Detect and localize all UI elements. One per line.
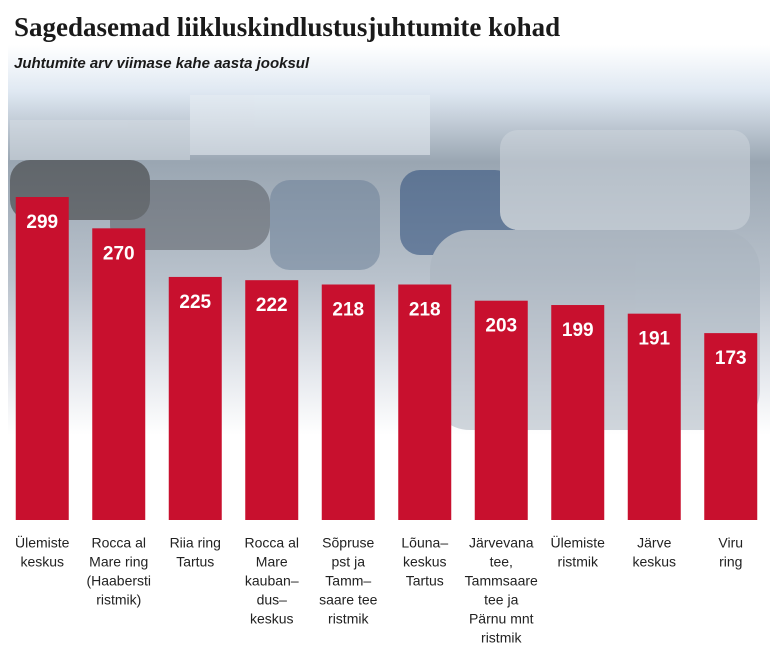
bar — [321, 284, 375, 520]
x-tick-label: Järvevana — [469, 535, 534, 551]
x-tick-label: keskus — [20, 554, 64, 570]
x-tick-label: Tammsaare — [465, 573, 538, 589]
value-label: 225 — [179, 292, 211, 313]
x-tick-label: Mare — [256, 554, 288, 570]
x-tick-label: tee ja — [484, 592, 518, 608]
bar — [15, 197, 69, 520]
photo-shapes — [10, 95, 760, 430]
x-tick-label: ristmik — [481, 630, 522, 646]
x-tick-label: ring — [719, 554, 742, 570]
x-tick-label: Ülemiste — [15, 534, 70, 551]
x-tick-label: kauban– — [245, 573, 299, 589]
bar — [704, 333, 758, 520]
x-tick-label: Järve — [637, 535, 671, 551]
x-tick-label: Mare ring — [89, 554, 148, 570]
x-tick-label: Lõuna– — [401, 535, 448, 551]
x-tick-label: Rocca al — [245, 535, 299, 551]
x-tick-label: keskus — [632, 554, 676, 570]
x-tick-label: Tartus — [406, 573, 444, 589]
value-label: 218 — [332, 300, 364, 321]
x-tick-label: Viru — [718, 535, 743, 551]
x-tick-label: keskus — [250, 611, 294, 627]
x-tick-label: keskus — [403, 554, 447, 570]
x-tick-label: pst ja — [332, 554, 366, 570]
value-label: 173 — [715, 348, 747, 369]
x-tick-label: ristmik) — [96, 592, 141, 608]
bar — [245, 280, 299, 520]
bar — [398, 284, 452, 520]
x-tick-label: Sõpruse — [322, 535, 374, 551]
bar — [551, 305, 605, 520]
chart-subtitle: Juhtumite arv viimase kahe aasta jooksul — [14, 55, 310, 72]
value-label: 222 — [256, 295, 288, 316]
x-tick-label: Ülemiste — [551, 534, 606, 551]
value-label: 191 — [638, 329, 670, 350]
bar — [92, 228, 146, 520]
x-tick-label: Riia ring — [170, 535, 221, 551]
bar — [627, 313, 681, 520]
x-tick-label: ristmik — [328, 611, 369, 627]
value-label: 203 — [485, 316, 517, 337]
value-label: 199 — [562, 320, 594, 341]
bar — [474, 300, 528, 520]
value-label: 218 — [409, 300, 441, 321]
x-tick-label: Pärnu mnt — [469, 611, 534, 627]
x-tick-label: tee, — [490, 554, 513, 570]
x-tick-label: ristmik — [558, 554, 599, 570]
bar — [168, 276, 222, 520]
x-tick-label: Rocca al — [92, 535, 146, 551]
x-tick-label: Tartus — [176, 554, 214, 570]
x-tick-label: saare tee — [319, 592, 378, 608]
x-tick-label: Tamm– — [325, 573, 371, 589]
x-tick-label: dus– — [257, 592, 288, 608]
value-label: 270 — [103, 243, 135, 264]
value-label: 299 — [26, 212, 58, 233]
chart-title: Sagedasemad liikluskindlustusjuhtumite k… — [14, 12, 560, 42]
x-tick-label: (Haabersti — [86, 573, 151, 589]
